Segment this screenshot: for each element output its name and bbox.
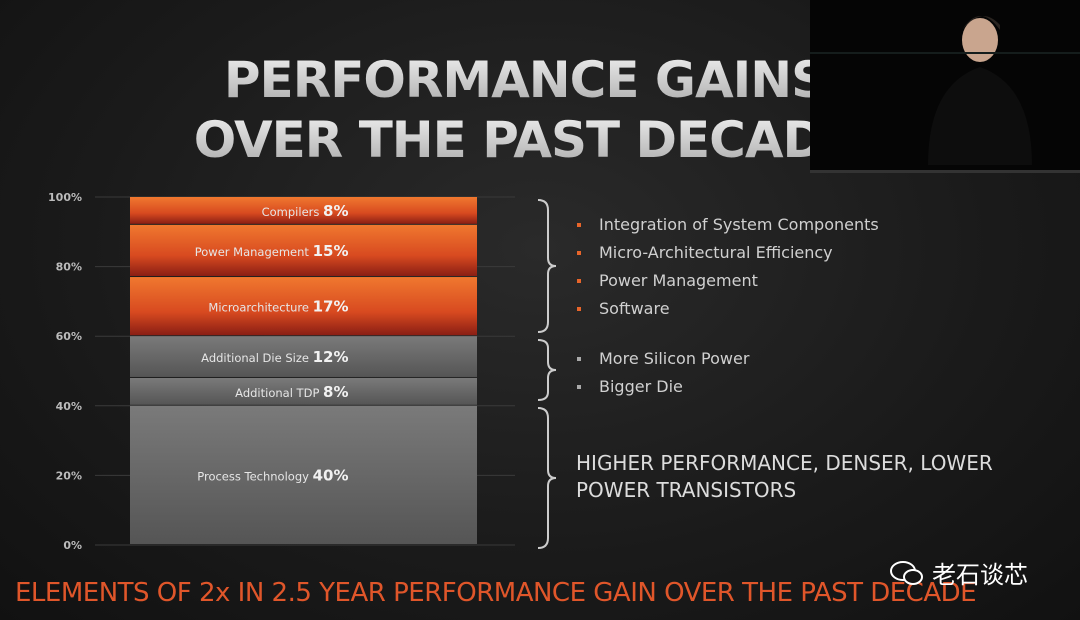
title-line-2: OVER THE PAST DECADE [180,110,870,170]
bullet-item: Software [577,295,879,323]
data-label: 15% [313,242,349,260]
speaker-video-inset [810,0,1080,173]
bullet-item: Power Management [577,267,879,295]
y-tick-label: 20% [56,469,82,482]
bar-segment-process-technology [130,405,477,544]
segment-label: Compilers 8% [262,202,349,220]
segment-label: Microarchitecture 17% [208,298,348,316]
y-tick-label: 40% [56,400,82,413]
data-label: 8% [323,383,348,401]
segment-label: Process Technology 40% [197,466,348,484]
y-tick-label: 100% [48,191,82,204]
segment-label: Additional TDP 8% [235,383,348,401]
brace-orange [537,199,557,333]
bullet-item: More Silicon Power [577,345,749,373]
process-description: HIGHER PERFORMANCE, DENSER, LOWER POWER … [576,451,993,502]
bullet-item: Micro-Architectural Efficiency [577,239,879,267]
segment-label: Power Management 15% [195,242,349,260]
bar-segment-power-management [130,224,477,277]
y-tick-label: 0% [63,539,82,552]
orange-bullets: Integration of System Components Micro-A… [577,211,879,323]
y-tick-label: 60% [56,330,82,343]
data-label: 8% [323,202,348,220]
brace-process [537,407,557,549]
data-label: 40% [313,466,349,484]
segment-label: Additional Die Size 12% [201,348,348,366]
bullet-item: Bigger Die [577,373,749,401]
bar-segment-additional-die-size [130,336,477,377]
brace-grey [537,339,557,401]
watermark: 老石谈芯 [890,555,1028,590]
bullet-item: Integration of System Components [577,211,879,239]
data-label: 12% [313,348,349,366]
title-line-1: PERFORMANCE GAINS [180,50,870,110]
y-tick-label: 80% [56,261,82,274]
grey-bullets: More Silicon Power Bigger Die [577,345,749,401]
bar-segment-compilers [130,197,477,224]
wechat-icon [890,560,923,585]
footer-caption: ELEMENTS OF 2x IN 2.5 YEAR PERFORMANCE G… [15,578,977,608]
speaker-figure [810,16,1080,165]
bar-segment-microarchitecture [130,277,477,336]
bar-segment-additional-tdp [130,377,477,405]
data-label: 17% [313,298,349,316]
